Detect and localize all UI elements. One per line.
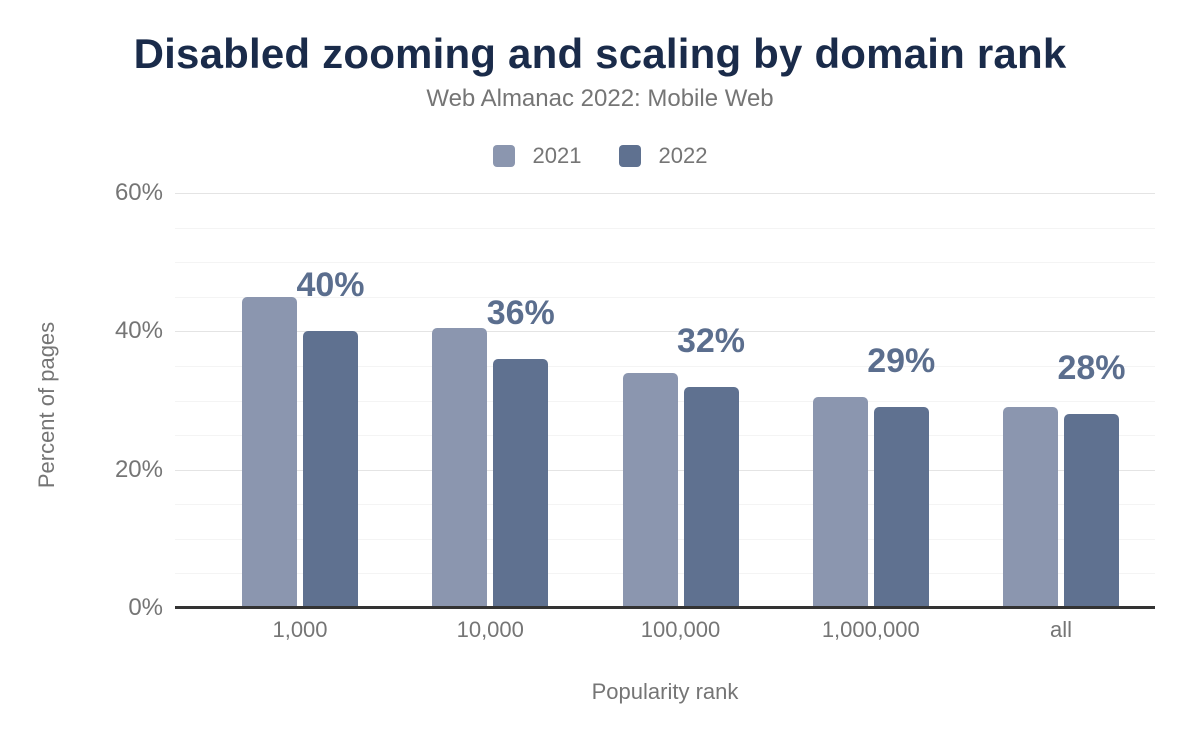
gridline-60 — [175, 193, 1155, 194]
bar-2022-all[interactable] — [1064, 414, 1119, 608]
bar-label-all: 28% — [1057, 349, 1126, 388]
bar-2021-1000000[interactable] — [812, 397, 868, 608]
chart-subtitle: Web Almanac 2022: Mobile Web — [426, 85, 774, 112]
bar-2021-100000[interactable] — [622, 372, 678, 608]
bar-2021-1000[interactable] — [242, 296, 297, 608]
bar-2021-all[interactable] — [1003, 407, 1058, 608]
gridline-35 — [175, 365, 1155, 367]
bar-label-1000000: 29% — [867, 342, 936, 381]
x-axis-line — [175, 606, 1155, 609]
gridline-50 — [175, 262, 1155, 264]
bar-2021-10000[interactable] — [432, 327, 488, 608]
gridline-40 — [175, 331, 1155, 333]
legend-label-2021: 2021 — [532, 143, 582, 168]
x-tick-1000000: 1,000,000 — [821, 617, 920, 642]
legend-item-2022[interactable]: 2022 — [618, 143, 708, 168]
y-tick-40: 40% — [114, 317, 163, 345]
x-tick-10000: 10,000 — [456, 617, 524, 642]
y-tick-20: 20% — [114, 455, 163, 483]
bar-2022-1000000[interactable] — [873, 407, 929, 608]
plot-area: 40% 36% 32% 29% 28% — [175, 193, 1155, 609]
legend-item-2021[interactable]: 2021 — [492, 143, 582, 168]
bar-2022-1000[interactable] — [303, 331, 358, 608]
bar-label-1000: 40% — [296, 266, 365, 305]
x-tick-1000: 1,000 — [272, 617, 328, 642]
legend-swatch-2021-icon — [492, 145, 515, 167]
gridline-45 — [175, 296, 1155, 298]
bar-2022-100000[interactable] — [683, 386, 739, 608]
x-tick-100000: 100,000 — [640, 617, 721, 642]
legend-swatch-2022-icon — [618, 145, 641, 167]
x-axis-title: Popularity rank — [591, 679, 739, 704]
x-tick-all: all — [1049, 617, 1072, 642]
y-tick-0: 0% — [128, 594, 163, 621]
bar-2022-10000[interactable] — [493, 359, 549, 608]
gridline-55 — [175, 227, 1155, 229]
legend: 2021 2022 — [0, 144, 1200, 168]
bar-label-100000: 32% — [676, 321, 746, 360]
y-tick-60: 60% — [114, 179, 163, 206]
bar-label-10000: 36% — [486, 294, 555, 332]
chart-title: Disabled zooming and scaling by domain r… — [133, 30, 1067, 77]
legend-label-2022: 2022 — [658, 143, 708, 168]
